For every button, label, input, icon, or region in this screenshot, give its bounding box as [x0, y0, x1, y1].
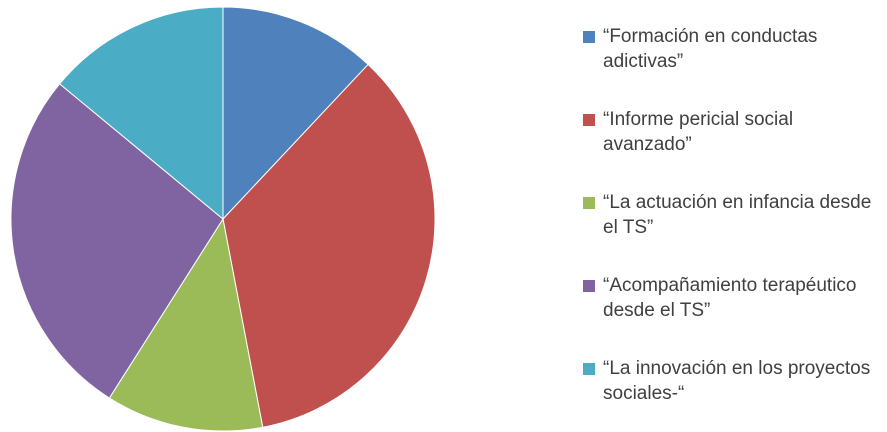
pie-slice [222, 6, 369, 221]
legend-item: “La actuación en infancia desde el TS” [583, 190, 883, 263]
legend-swatch [583, 363, 595, 375]
pie-slice [58, 6, 224, 221]
legend-swatch [583, 114, 595, 126]
legend-item: “La innovación en los proyectos sociales… [583, 356, 883, 429]
legend-swatch [583, 280, 595, 292]
legend-swatch [583, 31, 595, 43]
pie-slice [108, 217, 264, 432]
legend-label: “Informe pericial social avanzado” [603, 109, 794, 155]
chart [10, 6, 436, 432]
legend-label: “Acompañamiento terapéutico desde el TS” [603, 275, 857, 321]
legend-item: “Informe pericial social avanzado” [583, 107, 883, 180]
legend-swatch [583, 197, 595, 209]
legend-label: “La innovación en los proyectos sociales… [603, 358, 871, 404]
legend-label: “La actuación en infancia desde el TS” [603, 192, 872, 238]
pie-slice [10, 83, 224, 399]
legend-label: “Formación en conductas adictivas” [603, 26, 818, 72]
legend-item: “Formación en conductas adictivas” [583, 24, 883, 97]
legend-item: “Acompañamiento terapéutico desde el TS” [583, 273, 883, 346]
legend: “Formación en conductas adictivas” “Infor… [583, 24, 883, 432]
pie-slice [222, 63, 436, 428]
